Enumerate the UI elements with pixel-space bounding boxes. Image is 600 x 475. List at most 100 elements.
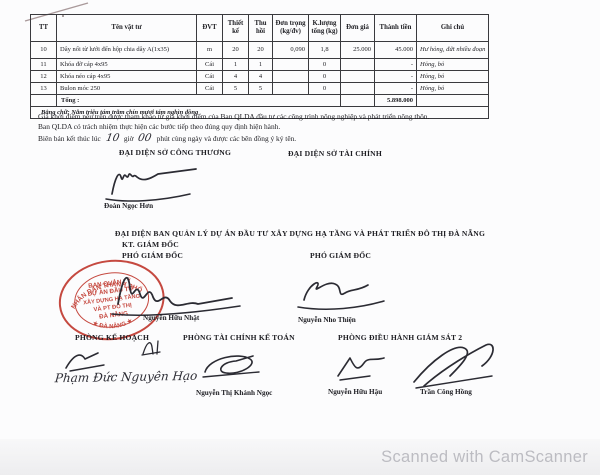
header-thanh-tien: Thành tiền [374,14,417,42]
cell-dvt: Cái [196,58,223,71]
note-line-2: Ban QLDA có trách nhiệm thực hiện các bư… [38,122,281,132]
cell-dvt: Cái [196,70,223,83]
header-don-trong: Đơn trọng (kg/đv) [272,14,309,42]
table-row: 12 Khóa néo cáp 4x95 Cái 4 4 0 - Hỏng, b… [30,70,489,83]
cell-tt: 11 [30,58,57,71]
name-nguyen-huu-hau: Nguyễn Hữu Hậu [328,388,383,396]
cell-don-trong [272,58,309,71]
cell-k-luong: 1,8 [308,41,341,59]
cell-k-luong: 0 [308,58,341,71]
cell-don-trong: 0,090 [272,41,309,59]
title-so-tai-chinh: ĐẠI DIỆN SỞ TÀI CHÍNH [288,149,382,158]
title-pho-giam-doc-left: PHÓ GIÁM ĐỐC [122,251,184,260]
note-line-3: Biên bản kết thúc lúc 10 giờ 00 phút cùn… [38,131,568,144]
cell-ghi-chu: Hỏng, bỏ [416,58,489,71]
signature-nguyen-huu-hau [337,357,385,381]
cell-don-gia [340,82,375,95]
table-row: 13 Bulon móc 250 Cái 5 5 0 - Hỏng, bỏ [30,82,489,95]
cell-tt: 12 [30,70,57,83]
signature-nguyen-nho-thien [297,282,385,310]
materials-table: TT Tên vật tư ĐVT Thiết kế Thu hồi Đơn t… [30,14,489,119]
cell-k-luong: 0 [308,70,341,83]
header-ghi-chu: Ghi chú [416,14,489,42]
cell-thu-hoi: 4 [248,70,273,83]
cell-don-gia [340,58,375,71]
amount-in-words-row: Bằng chữ: Năm triệu tám trăm chín mươi t… [30,106,489,119]
title-phong-dieu-hanh-giam-sat-2: PHÒNG ĐIỀU HÀNH GIÁM SÁT 2 [338,333,463,342]
cell-thanh-tien: - [374,58,417,71]
title-so-cong-thuong: ĐẠI DIỆN SỞ CÔNG THƯƠNG [118,148,232,157]
cell-thanh-tien: 45.000 [374,41,417,59]
cell-thiet-ke: 20 [222,41,249,59]
name-tran-cong-hong: Trần Công Hồng [420,388,472,396]
name-doan-ngoc-hon: Đoàn Ngọc Hơn [104,202,154,210]
cell-thiet-ke: 4 [222,70,249,83]
handwritten-hour: 10 [104,131,121,144]
cell-ghi-chu: Hỏng, bỏ [416,70,489,83]
name-nguyen-nho-thien: Nguyễn Nho Thiện [298,316,356,324]
header-k-luong: K.lượng tổng (kg) [308,14,341,42]
cell-dvt: m [196,41,223,59]
note-line-3-mid: giờ [123,133,134,143]
title-kt-giam-doc: KT. GIÁM ĐỐC [122,240,179,249]
cell-k-luong: 0 [308,82,341,95]
cell-thu-hoi: 1 [248,58,273,71]
cell-don-gia [340,70,375,83]
cell-name: Dây nối từ lưới đến hộp chia dây A(1x35) [56,41,197,59]
camscanner-watermark: Scanned with CamScanner [381,448,588,466]
signature-tran-cong-hong [413,343,494,389]
amount-in-words: Bằng chữ: Năm triệu tám trăm chín mươi t… [30,106,489,119]
name-nguyen-huu-nhat: Nguyễn Hữu Nhật [143,314,200,322]
signature-nguyen-thi-khanh-ngoc [202,355,260,378]
table-row: 11 Khóa đỡ cáp 4x95 Cái 1 1 0 - Hỏng, bỏ [30,58,489,71]
cell-name: Khóa đỡ cáp 4x95 [56,58,197,71]
title-phong-ke-hoach: PHÒNG KẾ HOẠCH [75,333,150,342]
title-phong-tai-chinh-ke-toan: PHÒNG TÀI CHÍNH KẾ TOÁN [183,333,295,342]
cell-thiet-ke: 1 [222,58,249,71]
cell-tt: 13 [30,82,57,95]
table-header-row: TT Tên vật tư ĐVT Thiết kế Thu hồi Đơn t… [30,14,489,42]
header-thiet-ke: Thiết kế [222,14,249,42]
cell-thu-hoi: 5 [248,82,273,95]
note-line-3-pre: Biên bản kết thúc lúc [38,133,101,143]
note-line-3-post: phút cùng ngày và được các bên đồng ý ký… [156,133,297,143]
signature-doan-ngoc-hon [105,168,197,202]
table-row: 10 Dây nối từ lưới đến hộp chia dây A(1x… [30,41,489,59]
cell-tt: 10 [30,41,57,59]
total-label: Tổng : [56,94,341,107]
cell-thu-hoi: 20 [248,41,273,59]
name-nguyen-thi-khanh-ngoc: Nguyễn Thị Khánh Ngọc [196,389,273,397]
note-line-1: Giá khởi điểm nêu trên được tham khảo từ… [38,112,430,121]
header-tt: TT [30,14,57,42]
title-ban-quan-ly: ĐẠI DIỆN BAN QUẢN LÝ DỰ ÁN ĐẦU TƯ XÂY DỰ… [114,229,486,238]
cell-name: Khóa néo cáp 4x95 [56,70,197,83]
camscanner-footer-bar: Scanned with CamScanner [0,439,600,475]
total-value: 5.898.000 [374,94,417,107]
cell-empty [30,94,57,107]
stamp-line-5: ĐÀ NẴNG [99,310,129,320]
official-red-stamp: NHÂN DÂN THÀNH PHỐ ★ ĐÀ NẴNG ★ BAN QUẢN … [51,252,173,354]
cell-don-trong [272,82,309,95]
cell-empty [416,94,489,107]
cell-ghi-chu: Hư hỏng, đứt nhiều đoạn [416,41,489,59]
cell-ghi-chu: Hỏng, bỏ [416,82,489,95]
cell-don-gia: 25.000 [340,41,375,59]
signature-initials [141,340,161,356]
header-dvt: ĐVT [196,14,223,42]
cell-don-trong [272,70,309,83]
table-total-row: Tổng : 5.898.000 [30,94,489,107]
header-don-gia: Đơn giá [340,14,375,42]
cell-name: Bulon móc 250 [56,82,197,95]
notes-block: Giá khởi điểm nêu trên được tham khảo từ… [38,112,568,144]
handwritten-name-pham-duc-nguyen-hao: Phạm Đức Nguyên Hạo [54,368,199,386]
cell-thanh-tien: - [374,82,417,95]
header-ten-vat-tu: Tên vật tư [56,14,197,42]
signature-pham-duc-nguyen-hao [65,352,105,372]
handwritten-minute: 00 [137,131,153,144]
header-thu-hoi: Thu hồi [248,14,273,42]
cell-dvt: Cái [196,82,223,95]
cell-thiet-ke: 5 [222,82,249,95]
cell-empty [340,94,375,107]
title-pho-giam-doc-right: PHÓ GIÁM ĐỐC [310,251,372,260]
